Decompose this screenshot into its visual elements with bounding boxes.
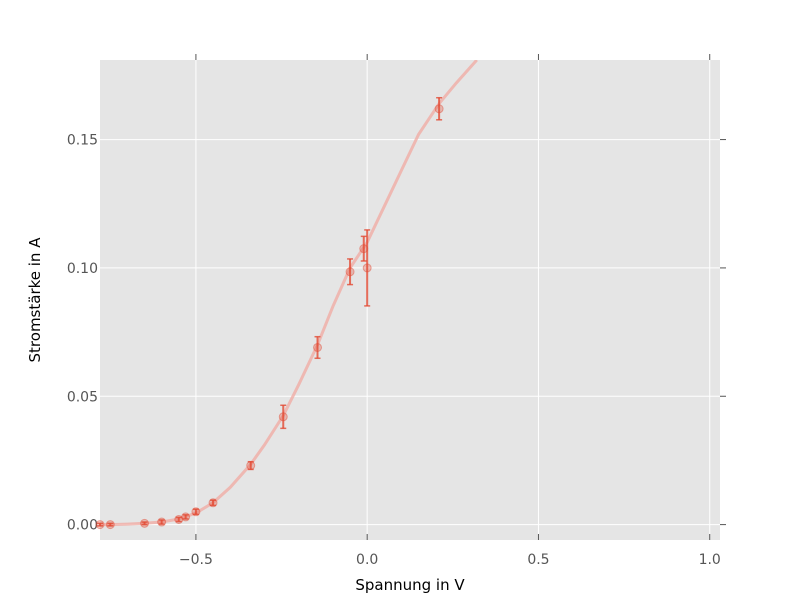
data-point bbox=[95, 520, 105, 530]
point-marker bbox=[140, 518, 150, 528]
x-tick-label: 0.5 bbox=[527, 552, 549, 568]
point-marker bbox=[105, 520, 115, 530]
point-marker bbox=[95, 520, 105, 530]
y-axis-label: Stromstärke in A bbox=[26, 237, 44, 363]
point-marker bbox=[278, 412, 288, 422]
data-point bbox=[362, 229, 372, 307]
data-point bbox=[313, 335, 323, 360]
point-marker bbox=[246, 461, 256, 471]
data-point bbox=[359, 235, 369, 262]
plot-background bbox=[100, 60, 720, 540]
x-tick-label: −0.5 bbox=[179, 552, 213, 568]
data-point bbox=[174, 514, 184, 524]
point-marker bbox=[208, 498, 218, 508]
data-point bbox=[246, 460, 256, 471]
data-point bbox=[140, 518, 150, 528]
point-marker bbox=[362, 263, 372, 273]
point-marker bbox=[181, 512, 191, 522]
ticks: −0.5 0.0 0.5 1.0 0.00 0.05 0.10 0.15 bbox=[67, 54, 726, 568]
x-tick-label: 0.0 bbox=[356, 552, 378, 568]
point-marker bbox=[434, 104, 444, 114]
y-tick-label: 0.15 bbox=[67, 133, 98, 149]
y-tick-label: 0.00 bbox=[67, 518, 98, 534]
data-point bbox=[191, 507, 201, 517]
y-tick-label: 0.10 bbox=[67, 261, 98, 277]
data-point bbox=[208, 498, 218, 508]
point-marker bbox=[191, 507, 201, 517]
point-marker bbox=[345, 267, 355, 277]
measurement-series bbox=[95, 96, 444, 530]
point-marker bbox=[313, 342, 323, 352]
data-point bbox=[434, 96, 444, 121]
data-point bbox=[278, 404, 288, 430]
point-marker bbox=[157, 517, 167, 527]
grid bbox=[100, 60, 720, 540]
y-tick-label: 0.05 bbox=[67, 389, 98, 405]
x-axis-label: Spannung in V bbox=[355, 576, 465, 594]
data-point bbox=[181, 512, 191, 522]
data-point bbox=[105, 520, 115, 530]
data-point bbox=[345, 258, 355, 286]
x-tick-label: 1.0 bbox=[699, 552, 721, 568]
data-point bbox=[157, 517, 167, 527]
